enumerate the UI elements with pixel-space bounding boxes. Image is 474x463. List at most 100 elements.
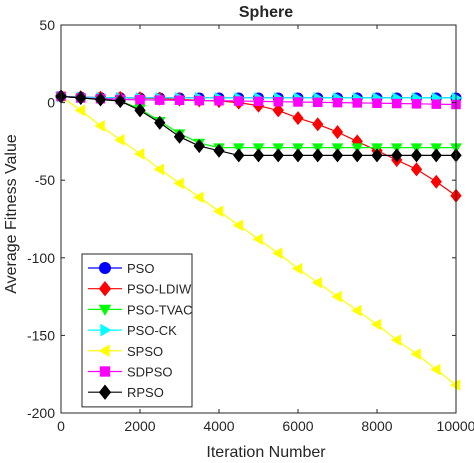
data-point-pso-ldiw (272, 103, 284, 118)
data-point-sdpso (293, 97, 303, 107)
data-point-pso-tvac (292, 143, 304, 154)
data-point-sdpso (411, 99, 422, 109)
x-tick-label: 8000 (361, 418, 392, 434)
data-point-rpso (430, 148, 442, 163)
series-spso (54, 90, 461, 391)
data-point-sdpso (135, 95, 145, 105)
data-point-spso (212, 205, 224, 218)
legend-marker-sdpso (99, 366, 111, 377)
data-point-rpso (331, 148, 344, 163)
legend-label-pso: PSO (127, 261, 154, 276)
x-tick-label: 4000 (203, 418, 234, 434)
data-point-spso (410, 348, 421, 360)
data-point-rpso (75, 90, 87, 105)
legend-marker-pso-ldiw (98, 281, 112, 297)
legend-label-pso-ck: PSO-CK (127, 323, 177, 338)
x-axis-label: Iteration Number (206, 444, 326, 461)
y-tick-label: -100 (27, 250, 55, 266)
axes: 0 2000 4000 6000 8000 10000 50 0 -50 -100 -150 -200 (27, 17, 474, 434)
y-tick-label: -200 (27, 405, 55, 421)
data-point-sdpso (372, 98, 382, 108)
data-point-rpso (114, 93, 126, 109)
series-rpso (55, 89, 462, 163)
data-point-sdpso (352, 98, 362, 108)
data-point-pso-tvac (351, 143, 364, 154)
data-point-rpso (391, 148, 403, 163)
data-point-spso (272, 247, 283, 260)
data-point-rpso (312, 148, 324, 163)
data-point-spso (311, 276, 322, 289)
data-point-spso (173, 177, 184, 190)
data-point-spso (390, 334, 401, 346)
y-tick-label: 50 (39, 17, 55, 33)
legend: PSO PSO-LDIW PSO-TVAC PSO-CK SPSO SDPSO RPSO (81, 253, 193, 408)
y-axis-label: Average Fitness Value (3, 134, 20, 294)
data-point-spso (291, 262, 303, 275)
data-point-pso-ldiw (410, 162, 423, 177)
data-point-pso-tvac (410, 143, 423, 154)
data-point-rpso (252, 148, 265, 163)
data-point-spso (331, 290, 342, 303)
data-point-spso (74, 104, 85, 117)
legend-label-pso-ldiw: PSO-LDIW (127, 282, 192, 297)
data-point-sdpso (155, 95, 165, 105)
data-point-pso-tvac (331, 143, 344, 154)
data-point-spso (252, 233, 263, 246)
data-point-sdpso (431, 99, 441, 109)
data-point-sdpso (313, 97, 323, 108)
data-point-rpso (371, 148, 383, 163)
y-tick-label: -150 (27, 327, 55, 343)
data-point-rpso (351, 148, 363, 163)
data-point-sdpso (194, 95, 204, 106)
x-tick-label: 6000 (282, 418, 313, 434)
data-point-spso (351, 304, 362, 317)
data-point-rpso (94, 92, 107, 107)
data-point-spso (153, 163, 164, 176)
chart-title: Sphere (239, 4, 293, 21)
data-point-sdpso (253, 96, 264, 107)
data-point-spso (430, 363, 441, 376)
data-point-sdpso (392, 98, 402, 109)
data-point-pso-ldiw (430, 174, 442, 189)
data-point-rpso (213, 143, 225, 158)
data-point-rpso (193, 139, 205, 154)
legend-marker-pso-ck (100, 323, 112, 337)
legend-marker-spso (98, 344, 110, 358)
data-point-pso-tvac (311, 143, 324, 154)
data-point-sdpso (273, 96, 283, 107)
data-point-sdpso (234, 96, 244, 106)
legend-label-spso: SPSO (127, 344, 163, 359)
axes-box (60, 24, 457, 414)
y-tick-label: 0 (47, 95, 55, 111)
data-point-spso (193, 191, 204, 204)
y-tick-label: -50 (35, 172, 55, 188)
legend-marker-rpso (98, 384, 112, 400)
x-tick-label: 2000 (124, 418, 155, 434)
data-point-rpso (410, 148, 423, 163)
legend-label-sdpso: SDPSO (127, 365, 173, 380)
legend-label-rpso: RPSO (127, 385, 164, 400)
data-point-spso (232, 219, 243, 232)
legend-marker-pso-tvac (98, 304, 112, 316)
data-point-rpso (154, 115, 166, 130)
data-point-pso-ldiw (312, 117, 324, 132)
data-point-rpso (173, 129, 186, 144)
x-tick-label: 0 (57, 418, 65, 434)
data-point-rpso (134, 103, 146, 118)
data-point-pso-tvac (371, 143, 383, 154)
legend-label-pso-tvac: PSO-TVAC (127, 302, 193, 317)
data-point-pso-tvac (390, 143, 403, 154)
data-point-sdpso (174, 95, 185, 106)
data-point-spso (94, 120, 105, 132)
data-point-sdpso (214, 95, 224, 106)
data-point-pso-ldiw (331, 125, 344, 140)
data-point-spso (133, 147, 145, 160)
data-point-spso (449, 379, 461, 391)
data-point-pso-tvac (430, 143, 443, 154)
data-point-spso (114, 133, 125, 146)
legend-marker-pso (99, 262, 111, 274)
data-point-spso (370, 318, 382, 331)
data-point-pso-tvac (252, 143, 265, 154)
